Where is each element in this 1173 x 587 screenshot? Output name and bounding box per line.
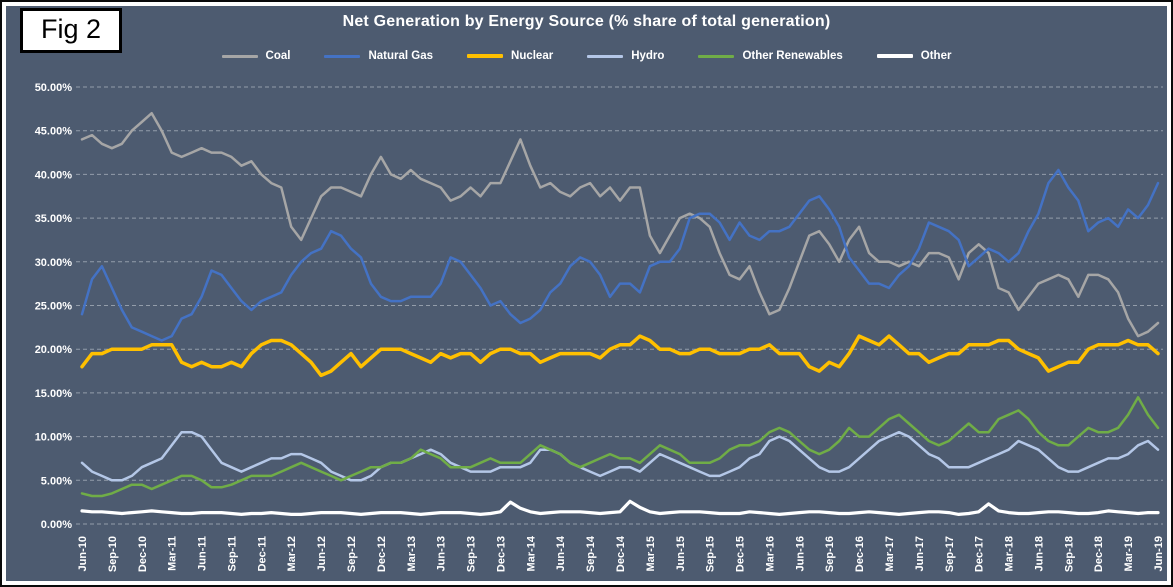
legend-line-swatch-natural-gas	[324, 54, 361, 58]
y-axis-label: 10.00%	[35, 432, 73, 444]
legend-item-nuclear: Nuclear	[467, 50, 553, 62]
series-line-coal	[80, 111, 1160, 338]
x-axis-label: Mar-13	[406, 536, 418, 571]
x-axis-label: Sep-11	[226, 536, 238, 571]
x-axis-label: Sep-15	[705, 536, 717, 572]
x-axis-label: Jun-18	[1033, 536, 1045, 571]
x-axis-label: Dec-11	[256, 536, 268, 571]
x-axis-label: Mar-14	[525, 535, 537, 571]
x-axis-label: Dec-17	[974, 536, 986, 572]
x-axis-label: Sep-18	[1063, 536, 1075, 572]
x-axis-label: Dec-12	[376, 536, 388, 572]
legend-line-swatch-hydro	[587, 54, 624, 58]
x-axis-label: Jun-14	[555, 535, 567, 571]
legend-label-natural-gas: Natural Gas	[368, 50, 434, 62]
x-axis-label: Jun-19	[1153, 536, 1165, 571]
x-axis-label: Jun-11	[197, 536, 209, 571]
plot-area: 0.00% 5.00% 10.00% 15.00% 20.00% 25.00% 30.00%…	[35, 82, 1165, 572]
x-axis-label: Sep-14	[585, 535, 597, 572]
x-axis-label: Jun-17	[914, 536, 926, 571]
y-axis-label: 40.00%	[35, 169, 73, 181]
legend-line-swatch-coal	[221, 54, 258, 58]
x-axis-label: Sep-17	[944, 536, 956, 572]
x-axis-label: Sep-13	[466, 536, 478, 572]
y-axis-label: 20.00%	[35, 344, 73, 356]
y-axis-label: 35.00%	[35, 213, 73, 225]
legend-label-coal: Coal	[265, 50, 291, 62]
x-axis-label: Sep-10	[107, 536, 119, 572]
legend-item-coal: Coal	[221, 50, 291, 62]
x-axis-label: Dec-10	[137, 536, 149, 572]
legend-line-swatch-nuclear	[467, 54, 504, 58]
x-axis-label: Mar-15	[645, 536, 657, 571]
legend-item-other-renewables: Other Renewables	[698, 50, 843, 62]
legend-label-other-renewables: Other Renewables	[742, 50, 843, 62]
x-axis-label: Mar-16	[764, 536, 776, 571]
y-axis-label: 15.00%	[35, 388, 73, 400]
x-axis-label: Dec-18	[1093, 536, 1105, 572]
x-axis-label: Sep-16	[824, 536, 836, 572]
x-axis-label: Jun-15	[675, 536, 687, 571]
series-line-hydro	[80, 430, 1160, 482]
legend-label-other: Other	[920, 50, 952, 62]
x-axis-label: Jun-12	[316, 536, 328, 571]
y-axis-label: 25.00%	[35, 301, 73, 313]
legend-item-hydro: Hydro	[587, 50, 664, 62]
legend-line-swatch-other	[876, 54, 913, 58]
chart-title: Net Generation by Energy Source (% share…	[342, 13, 831, 30]
series-line-other-renewables	[80, 396, 1160, 498]
y-axis-label: 45.00%	[35, 126, 73, 138]
legend-line-swatch-other-renewables	[698, 54, 735, 58]
legend-item-other: Other	[876, 50, 952, 62]
legend-label-hydro: Hydro	[631, 50, 665, 62]
legend-label-nuclear: Nuclear	[511, 50, 554, 62]
y-axis-label: 5.00%	[41, 475, 72, 487]
x-axis-label: Dec-13	[495, 536, 507, 572]
x-axis-label: Mar-11	[167, 536, 179, 571]
x-axis-label: Jun-10	[77, 536, 89, 571]
x-axis-label: Jun-13	[436, 536, 448, 571]
x-axis-label: Sep-12	[346, 536, 358, 572]
legend-item-natural-gas: Natural Gas	[324, 50, 433, 62]
y-axis-label: 50.00%	[35, 82, 73, 94]
chart-panel: Fig 2 Net Generation by Energy Source (%…	[6, 6, 1167, 581]
figure-label: Fig 2	[20, 8, 123, 54]
series-line-natural-gas	[80, 168, 1160, 342]
x-axis-label: Mar-17	[884, 536, 896, 571]
x-axis-label: Mar-19	[1123, 536, 1135, 571]
y-axis-label: 30.00%	[35, 257, 73, 269]
series-line-other	[80, 499, 1160, 516]
x-axis-label: Jun-16	[794, 536, 806, 571]
x-axis-label: Dec-15	[735, 536, 747, 572]
x-axis-label: Dec-16	[854, 536, 866, 572]
legend: Coal Natural Gas Nuclear Hydro Other Renewab…	[6, 50, 1167, 62]
series-line-nuclear	[80, 334, 1160, 378]
x-axis-label: Mar-12	[286, 536, 298, 571]
y-axis-label: 0.00%	[41, 519, 72, 531]
x-axis-label: Dec-14	[615, 535, 627, 572]
x-axis-label: Mar-18	[1004, 536, 1016, 571]
